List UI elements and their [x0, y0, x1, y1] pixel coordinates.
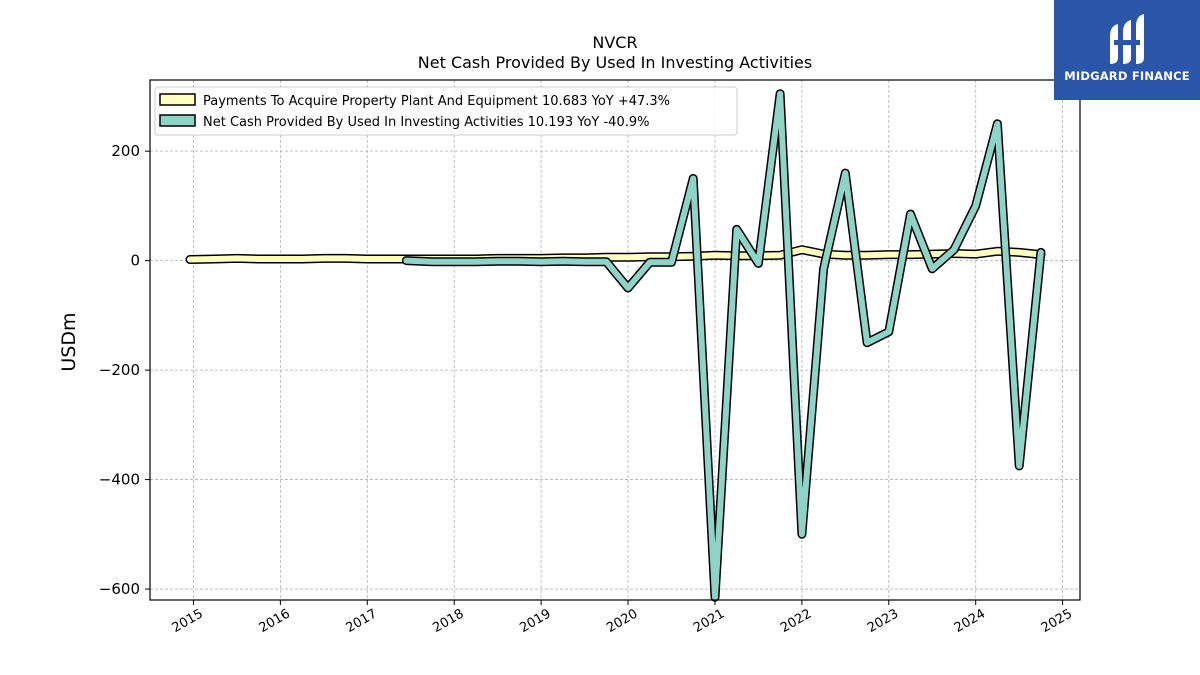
- y-axis-label: USDm: [58, 312, 80, 371]
- x-tick-label: 2021: [691, 606, 727, 636]
- legend-label-capex: Payments To Acquire Property Plant And E…: [203, 94, 670, 109]
- series-investing-line: [403, 90, 1044, 601]
- y-tick-label: 200: [111, 142, 140, 160]
- legend-swatch-capex: [159, 93, 196, 106]
- plot-frame: [149, 79, 1081, 601]
- chart-title: NVCR: [592, 33, 637, 52]
- y-tick-label: −600: [99, 580, 140, 598]
- grid: [150, 80, 1080, 600]
- midgard-logo-icon: [1110, 14, 1144, 64]
- x-tick-label: 2015: [170, 606, 206, 636]
- legend-swatch-investing: [159, 114, 196, 127]
- x-tick-label: 2018: [430, 606, 466, 636]
- legend-box: [154, 86, 738, 136]
- series-layer: [185, 89, 1046, 602]
- x-tick-label: 2024: [952, 606, 988, 636]
- y-tick-label: −200: [99, 361, 140, 379]
- x-tick-label: 2017: [344, 606, 380, 636]
- x-tick-label: 2022: [778, 606, 814, 636]
- x-tick-label: 2020: [604, 606, 640, 636]
- y-tick-label: 0: [130, 252, 140, 270]
- series-investing-outline: [401, 89, 1046, 602]
- axes: 2015 2016 2017 2018 2019 2020 2021 2022 2023 2024…: [99, 142, 1075, 636]
- chart-subtitle: Net Cash Provided By Used In Investing A…: [418, 53, 812, 72]
- x-tick-label: 2016: [257, 606, 293, 636]
- brand-name: MIDGARD FINANCE: [1064, 69, 1190, 83]
- legend-label-investing: Net Cash Provided By Used In Investing A…: [203, 115, 649, 130]
- legend: Payments To Acquire Property Plant And E…: [154, 86, 738, 136]
- y-tick-label: −400: [99, 471, 140, 489]
- x-tick-label: 2023: [865, 606, 901, 636]
- x-tick-label: 2025: [1039, 606, 1075, 636]
- x-tick-label: 2019: [517, 606, 553, 636]
- brand-logo: MIDGARD FINANCE: [1054, 0, 1200, 100]
